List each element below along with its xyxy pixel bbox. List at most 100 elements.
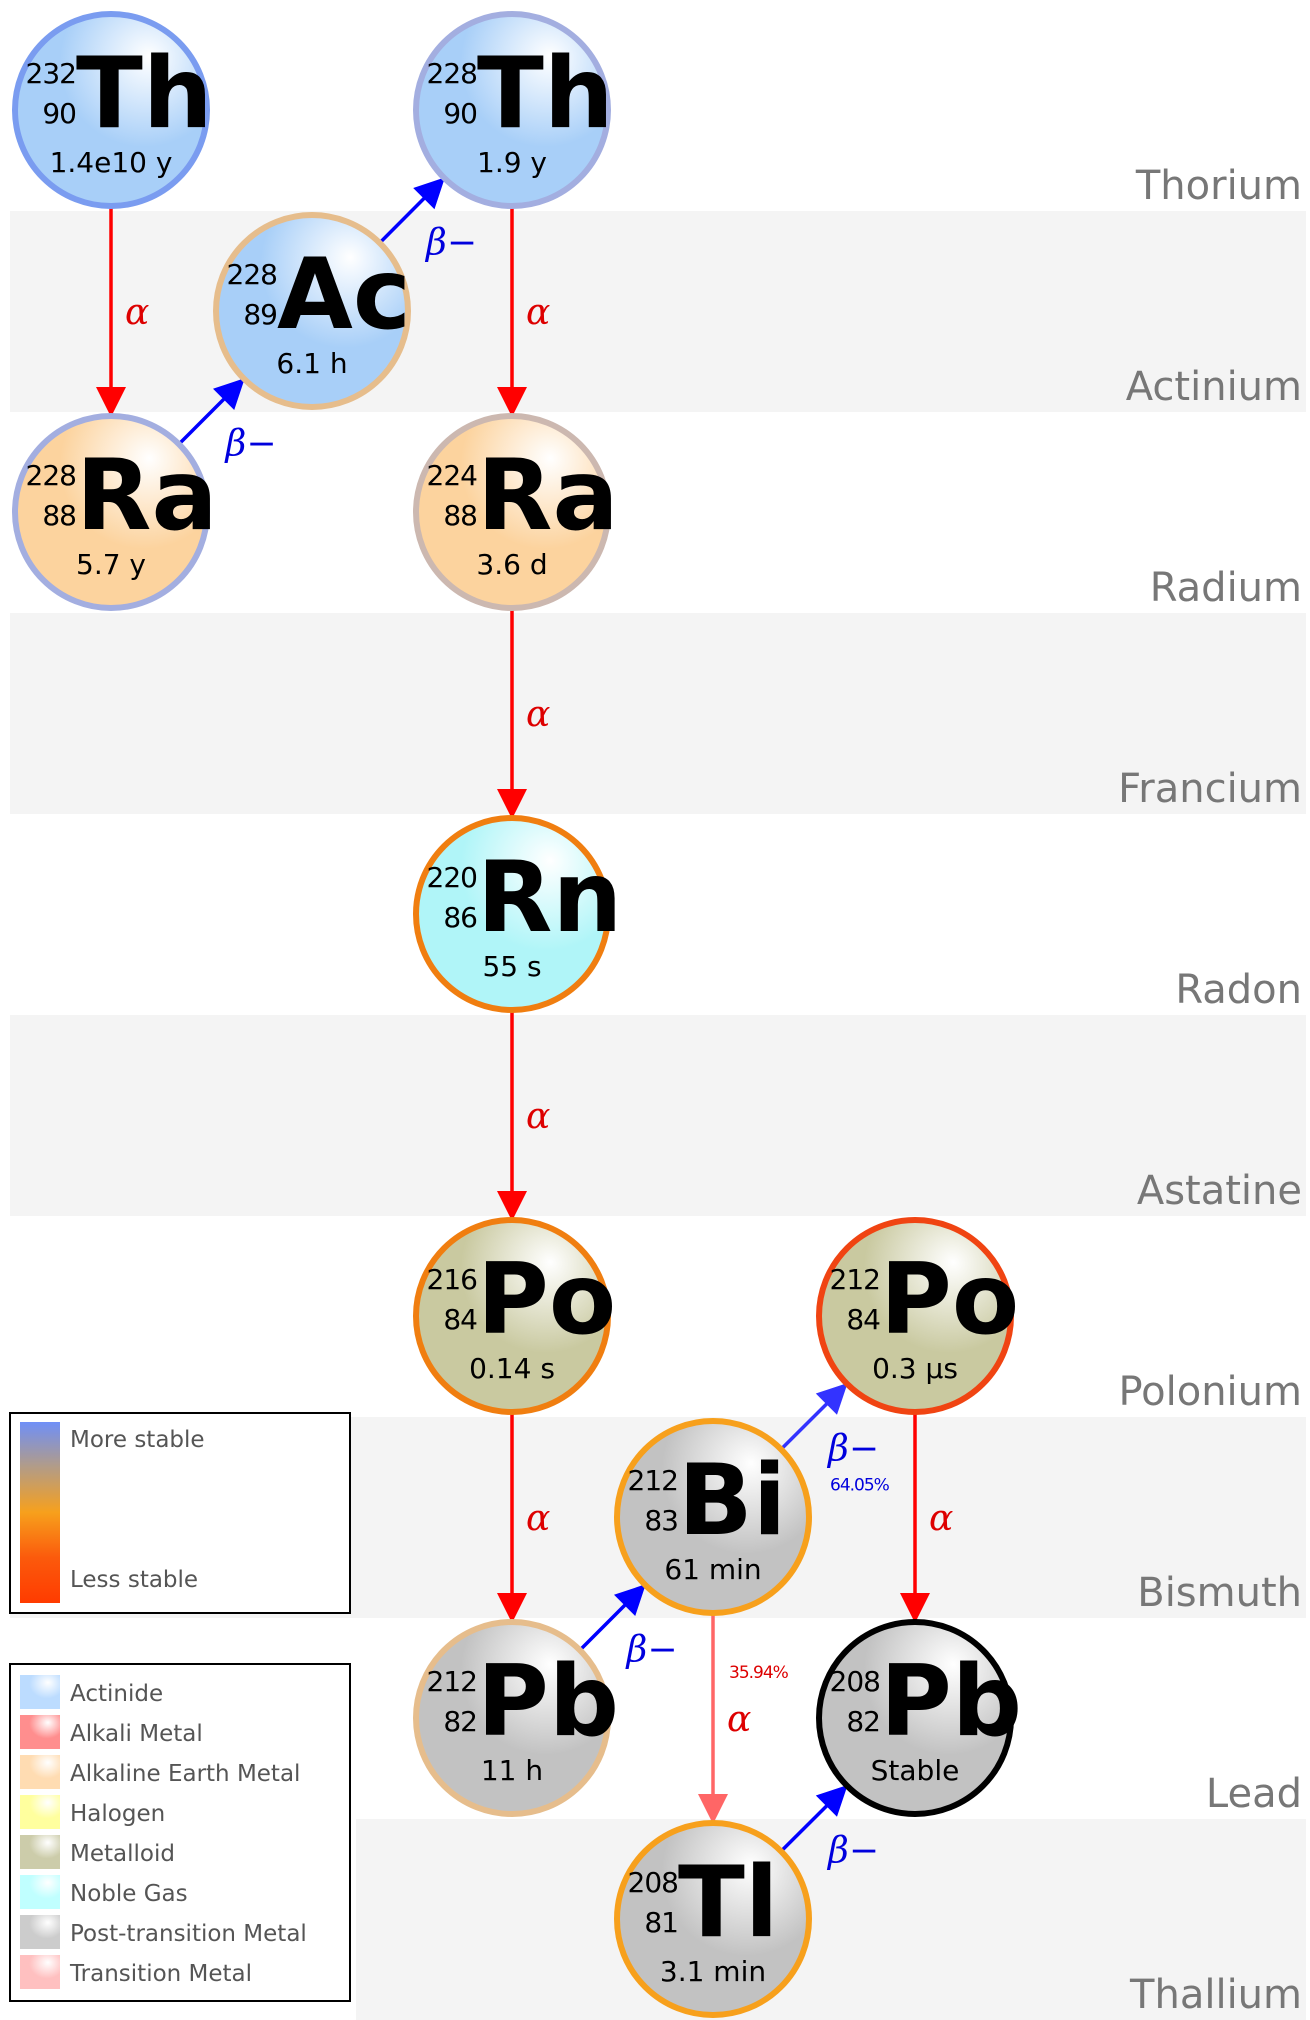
legend-label-metalloid: Metalloid (70, 1841, 175, 1867)
decay-arrows: α β− β− α α α α β− β− 64.05% α 35.94% α β− (96, 177, 953, 1872)
nuclide-symbol-th228: Th (477, 37, 614, 151)
nuclide-half-life-th232: 1.4e10 y (50, 146, 173, 179)
nuclide-half-life-th228: 1.9 y (477, 146, 547, 179)
nuclide-symbol-po216: Po (477, 1243, 616, 1357)
band-label-thallium: Thallium (1129, 1972, 1302, 2018)
legend-swatch-noble_gas (20, 1875, 60, 1909)
decay-label-tl208-pb208: β− (826, 1831, 879, 1872)
nuclide-mass-pb212: 212 (427, 1665, 477, 1698)
nuclide-mass-po216: 216 (427, 1263, 478, 1296)
nuclide-symbol-ra228: Ra (76, 439, 218, 553)
nuclide-mass-th232: 232 (26, 57, 76, 90)
nuclide-circle-bi212 (614, 1418, 812, 1616)
nuclide-symbol-bi212: Bi (678, 1444, 786, 1558)
nuclide-number-rn220: 86 (443, 901, 477, 934)
band-label-radon: Radon (1175, 967, 1302, 1013)
nuclide-mass-bi212: 212 (628, 1464, 678, 1497)
legend-label-transition: Transition Metal (69, 1961, 252, 1987)
decay-label-th228-ra224: α (526, 292, 550, 333)
decay-arrow-pb212-bi212 (580, 1584, 646, 1650)
category-legend: Actinide Alkali Metal Alkaline Earth Metal… (9, 1663, 351, 2002)
decay-percent-bi212-tl208: 35.94% (729, 1663, 789, 1683)
nuclide-symbol-po212: Po (880, 1243, 1019, 1357)
band-francium-shade (10, 613, 1306, 814)
nuclide-mass-ac228: 228 (227, 258, 277, 291)
nuclide-circle-ac228 (213, 212, 411, 410)
nuclide-half-life-pb208: Stable (871, 1754, 960, 1787)
nuclide-circle-rn220 (413, 815, 611, 1013)
nuclide-number-po216: 84 (443, 1303, 477, 1336)
decay-label-rn220-po216: α (526, 1096, 550, 1137)
decay-percent-bi212-po212: 64.05% (830, 1476, 890, 1496)
nuclide-number-pb212: 82 (443, 1705, 477, 1738)
nuclide-circle-th232 (12, 11, 210, 209)
decay-arrow-bi212-po212 (781, 1383, 848, 1450)
nuclide-mass-ra224: 224 (427, 459, 478, 492)
band-label-francium: Francium (1118, 766, 1302, 812)
legend-label-alkaline_earth: Alkaline Earth Metal (70, 1761, 300, 1787)
legend-swatch-post_transition (20, 1915, 60, 1949)
nuclide-number-ra228: 88 (42, 499, 76, 532)
nuclide-symbol-ra224: Ra (477, 439, 619, 553)
legend-swatch-alkali (20, 1715, 60, 1749)
nuclide-symbol-rn220: Rn (477, 841, 622, 955)
stability-legend: More stable Less stable (9, 1412, 351, 1614)
legend-label-alkali: Alkali Metal (70, 1721, 203, 1747)
legend-swatch-alkaline_earth (20, 1755, 60, 1789)
band-label-astatine: Astatine (1137, 1168, 1302, 1214)
band-astatine-shade (10, 1015, 1306, 1216)
decay-arrow-ac228-th228 (379, 177, 445, 243)
nuclide-number-tl208: 81 (644, 1906, 678, 1939)
legend-swatch-halogen (20, 1795, 60, 1829)
stability-more-label: More stable (70, 1427, 205, 1453)
band-label-polonium: Polonium (1118, 1369, 1302, 1415)
nuclide-circle-tl208 (614, 1820, 812, 2018)
nuclide-symbol-pb212: Pb (477, 1645, 619, 1759)
legend-swatch-actinide (20, 1675, 60, 1709)
nuclide-mass-rn220: 220 (427, 861, 477, 894)
legend-label-actinide: Actinide (70, 1681, 163, 1707)
nuclide-symbol-tl208: Tl (678, 1846, 778, 1960)
decay-label-bi212-tl208: α (727, 1699, 751, 1740)
nuclide-number-po212: 84 (846, 1303, 880, 1336)
nuclide-mass-tl208: 208 (628, 1866, 678, 1899)
band-label-lead: Lead (1206, 1771, 1302, 1817)
decay-label-th232-ra228: α (125, 292, 149, 333)
nuclide-circle-pb212 (413, 1619, 611, 1817)
nuclide-mass-po212: 212 (830, 1263, 880, 1296)
nuclide-circle-po216 (413, 1217, 611, 1415)
decay-label-ra224-rn220: α (526, 694, 550, 735)
nuclide-half-life-ra228: 5.7 y (76, 548, 146, 581)
nuclide-half-life-rn220: 55 s (482, 950, 541, 983)
band-label-actinium: Actinium (1126, 364, 1302, 410)
nuclide-mass-th228: 228 (427, 57, 477, 90)
nuclide-circle-ra224 (413, 413, 611, 611)
legend-swatch-transition (20, 1955, 60, 1989)
nuclide-mass-pb208: 208 (830, 1665, 880, 1698)
stability-gradient-bar (20, 1422, 60, 1603)
stability-legend-box (9, 1412, 351, 1614)
nuclide-symbol-pb208: Pb (880, 1645, 1022, 1759)
nuclide-circle-po212 (816, 1217, 1014, 1415)
decay-label-ra228-ac228: β− (224, 424, 277, 465)
nuclide-circle-ra228 (12, 413, 210, 611)
decay-label-po216-pb212: α (526, 1498, 550, 1539)
nuclide-circle-pb208 (816, 1619, 1014, 1817)
legend-swatch-metalloid (20, 1835, 60, 1869)
nuclide-half-life-po212: 0.3 μs (872, 1352, 958, 1385)
nuclide-number-ac228: 89 (243, 298, 277, 331)
decay-label-ac228-th228: β− (424, 223, 477, 264)
nuclide-number-pb208: 82 (846, 1705, 880, 1738)
decay-arrow-ra228-ac228 (179, 378, 245, 444)
nuclide-symbol-th232: Th (76, 37, 213, 151)
